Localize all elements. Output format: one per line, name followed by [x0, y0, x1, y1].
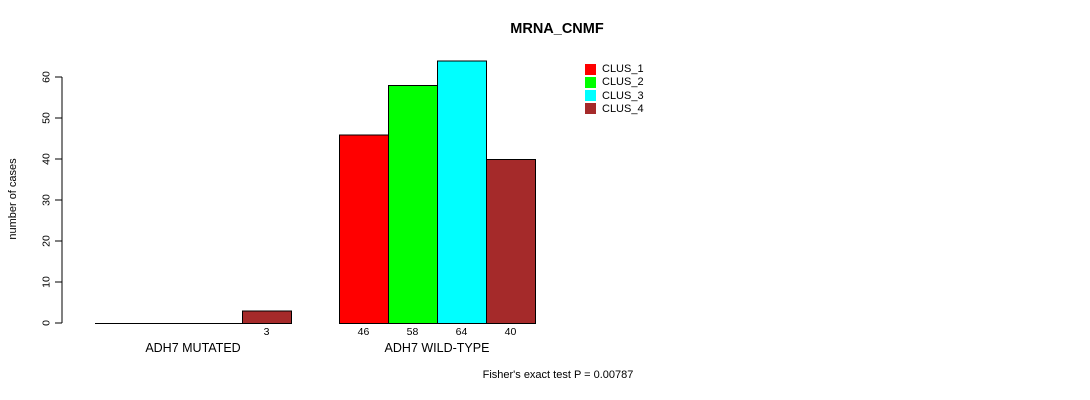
bar-value-label: 46 [358, 326, 370, 338]
bar-clus_4-1 [242, 310, 292, 325]
x-axis-group-label: ADH7 MUTATED [145, 341, 240, 355]
bar-value-label: 58 [407, 326, 419, 338]
legend-swatch-clus_3 [585, 90, 596, 102]
bar-value-label: 64 [456, 326, 468, 338]
legend: CLUS_1 CLUS_2 CLUS_3 CLUS_4 [585, 63, 644, 115]
y-axis-tick-label: 20 [41, 235, 53, 247]
y-axis-label: number of cases [7, 158, 19, 240]
legend-item: CLUS_1 [585, 63, 644, 75]
y-axis-tick-label: 40 [41, 153, 53, 165]
bar-clus_2-2 [388, 85, 438, 324]
legend-item: CLUS_3 [585, 90, 644, 102]
bar-clus_3-2 [437, 60, 487, 324]
legend-swatch-clus_2 [585, 76, 596, 88]
legend-item: CLUS_4 [585, 103, 644, 115]
legend-swatch-clus_4 [585, 103, 596, 115]
legend-label: CLUS_1 [602, 63, 644, 75]
bar-clus_4-2 [486, 159, 536, 324]
x-axis-group-label: ADH7 WILD-TYPE [385, 341, 490, 355]
y-axis-tick-label: 0 [41, 320, 53, 326]
chart-title: MRNA_CNMF [510, 21, 604, 37]
bar-value-label: 40 [505, 326, 517, 338]
bar-clus_1-2 [339, 134, 389, 324]
y-axis-tick-label: 10 [41, 276, 53, 288]
bar-value-label: 3 [264, 326, 270, 338]
y-axis-tick-label: 30 [41, 194, 53, 206]
legend-label: CLUS_4 [602, 102, 644, 115]
legend-item: CLUS_2 [585, 76, 644, 88]
y-axis-tick-label: 60 [41, 71, 53, 83]
legend-label: CLUS_2 [602, 76, 644, 89]
y-axis-tick-label: 50 [41, 112, 53, 124]
fisher-test-annotation: Fisher's exact test P = 0.00787 [482, 369, 634, 381]
legend-label: CLUS_3 [602, 89, 644, 102]
legend-swatch-clus_1 [585, 63, 596, 75]
